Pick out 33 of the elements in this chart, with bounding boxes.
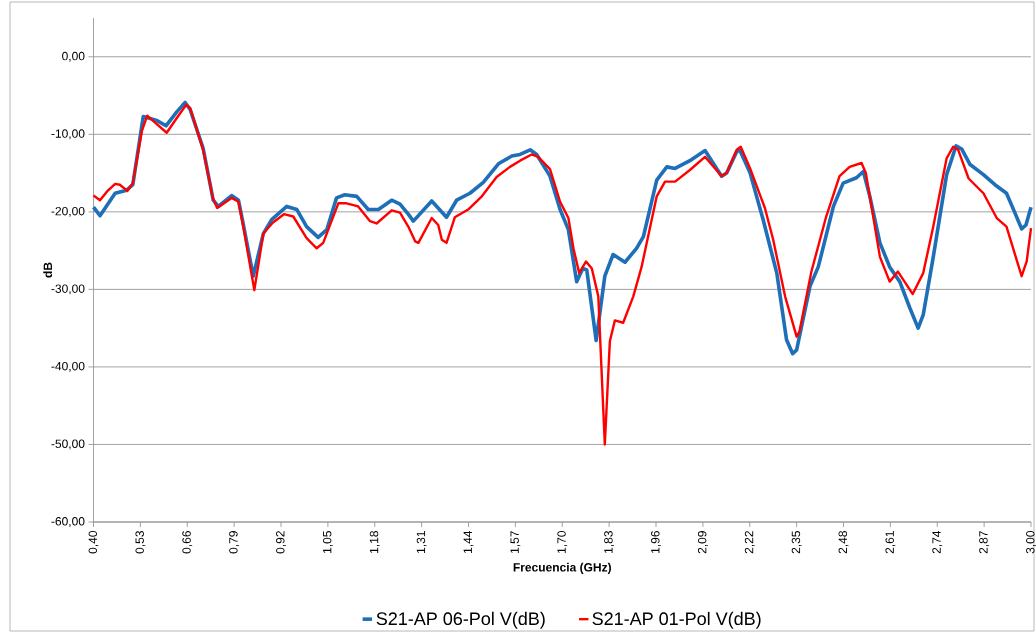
y-tick-label: -30,00 (51, 284, 85, 295)
legend-label: S21-AP 01-Pol V(dB) (592, 611, 761, 629)
y-tick-label: -20,00 (51, 206, 85, 217)
x-tick-label: 1,44 (463, 530, 474, 553)
x-tick-label: 1,31 (416, 531, 427, 553)
x-tick-label: 1,57 (510, 531, 521, 553)
x-tick-label: 2,87 (979, 531, 990, 554)
x-tick-label: 1,18 (369, 531, 380, 553)
x-tick-label: 0,40 (88, 531, 99, 554)
y-axis-title: dB (43, 262, 53, 278)
y-tick-label: -50,00 (51, 439, 85, 450)
legend-label: S21-AP 06-Pol V(dB) (376, 611, 545, 629)
x-tick-label: 2,74 (932, 530, 943, 554)
x-tick-label: 0,66 (182, 531, 193, 554)
x-tick-label: 0,92 (276, 531, 286, 554)
y-tick-label: -10,00 (51, 129, 85, 140)
x-tick-label: 2,48 (838, 531, 849, 554)
y-tick-label: -40,00 (51, 361, 85, 372)
x-tick-label: 0,79 (229, 531, 240, 554)
x-tick-label: 1,96 (651, 531, 661, 553)
x-tick-label: 1,83 (604, 531, 615, 553)
x-tick-label: 3,00 (1026, 531, 1036, 554)
x-tick-label: 2,22 (744, 531, 755, 554)
x-tick-label: 0,53 (135, 531, 146, 554)
y-tick-label: -60,00 (51, 517, 85, 527)
x-tick-label: 2,61 (885, 531, 896, 554)
x-tick-label: 1,70 (557, 531, 568, 553)
line-series (92, 103, 1033, 446)
x-tick-label: 2,35 (791, 531, 802, 554)
x-tick-label: 2,09 (697, 531, 708, 554)
y-tick-label: 0,00 (62, 51, 85, 62)
x-tick-label: 1,05 (322, 531, 333, 553)
x-axis-title: Frecuencia (GHz) (513, 562, 611, 574)
